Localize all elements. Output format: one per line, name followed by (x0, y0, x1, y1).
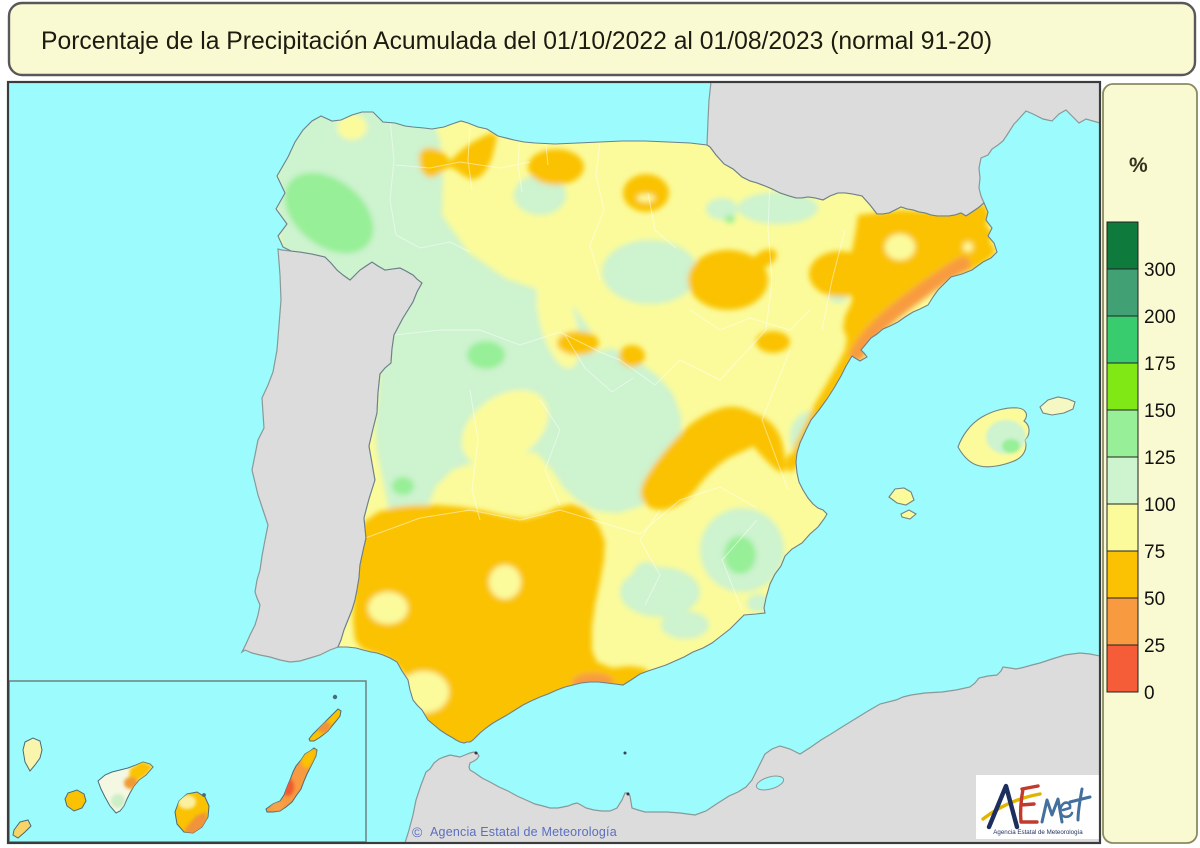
svg-text:Agencia Estatal de Meteorologí: Agencia Estatal de Meteorología (430, 825, 617, 839)
svg-text:©: © (412, 824, 423, 840)
svg-text:300: 300 (1144, 260, 1176, 281)
svg-text:75: 75 (1144, 542, 1165, 563)
svg-text:0: 0 (1144, 683, 1155, 704)
svg-text:200: 200 (1144, 307, 1176, 328)
svg-text:%: % (1129, 154, 1148, 177)
svg-text:Agencia Estatal de Meteorologí: Agencia Estatal de Meteorología (993, 829, 1083, 836)
svg-text:25: 25 (1144, 636, 1165, 657)
svg-text:50: 50 (1144, 589, 1165, 610)
svg-text:125: 125 (1144, 448, 1176, 469)
svg-text:150: 150 (1144, 401, 1176, 422)
svg-text:100: 100 (1144, 495, 1176, 516)
svg-text:Porcentaje de la Precipitación: Porcentaje de la Precipitación Acumulada… (41, 28, 992, 55)
svg-text:175: 175 (1144, 354, 1176, 375)
